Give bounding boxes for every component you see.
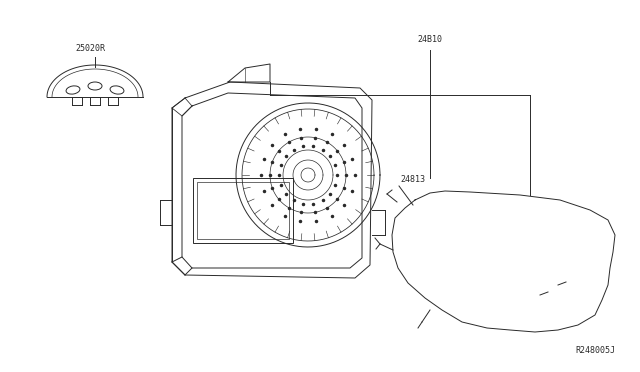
- Bar: [193, 178, 293, 243]
- Text: R248005J: R248005J: [575, 346, 615, 355]
- Text: 24B10: 24B10: [417, 35, 442, 44]
- Text: 24813: 24813: [400, 175, 425, 184]
- Text: 25020R: 25020R: [75, 44, 105, 53]
- Bar: [197, 182, 289, 239]
